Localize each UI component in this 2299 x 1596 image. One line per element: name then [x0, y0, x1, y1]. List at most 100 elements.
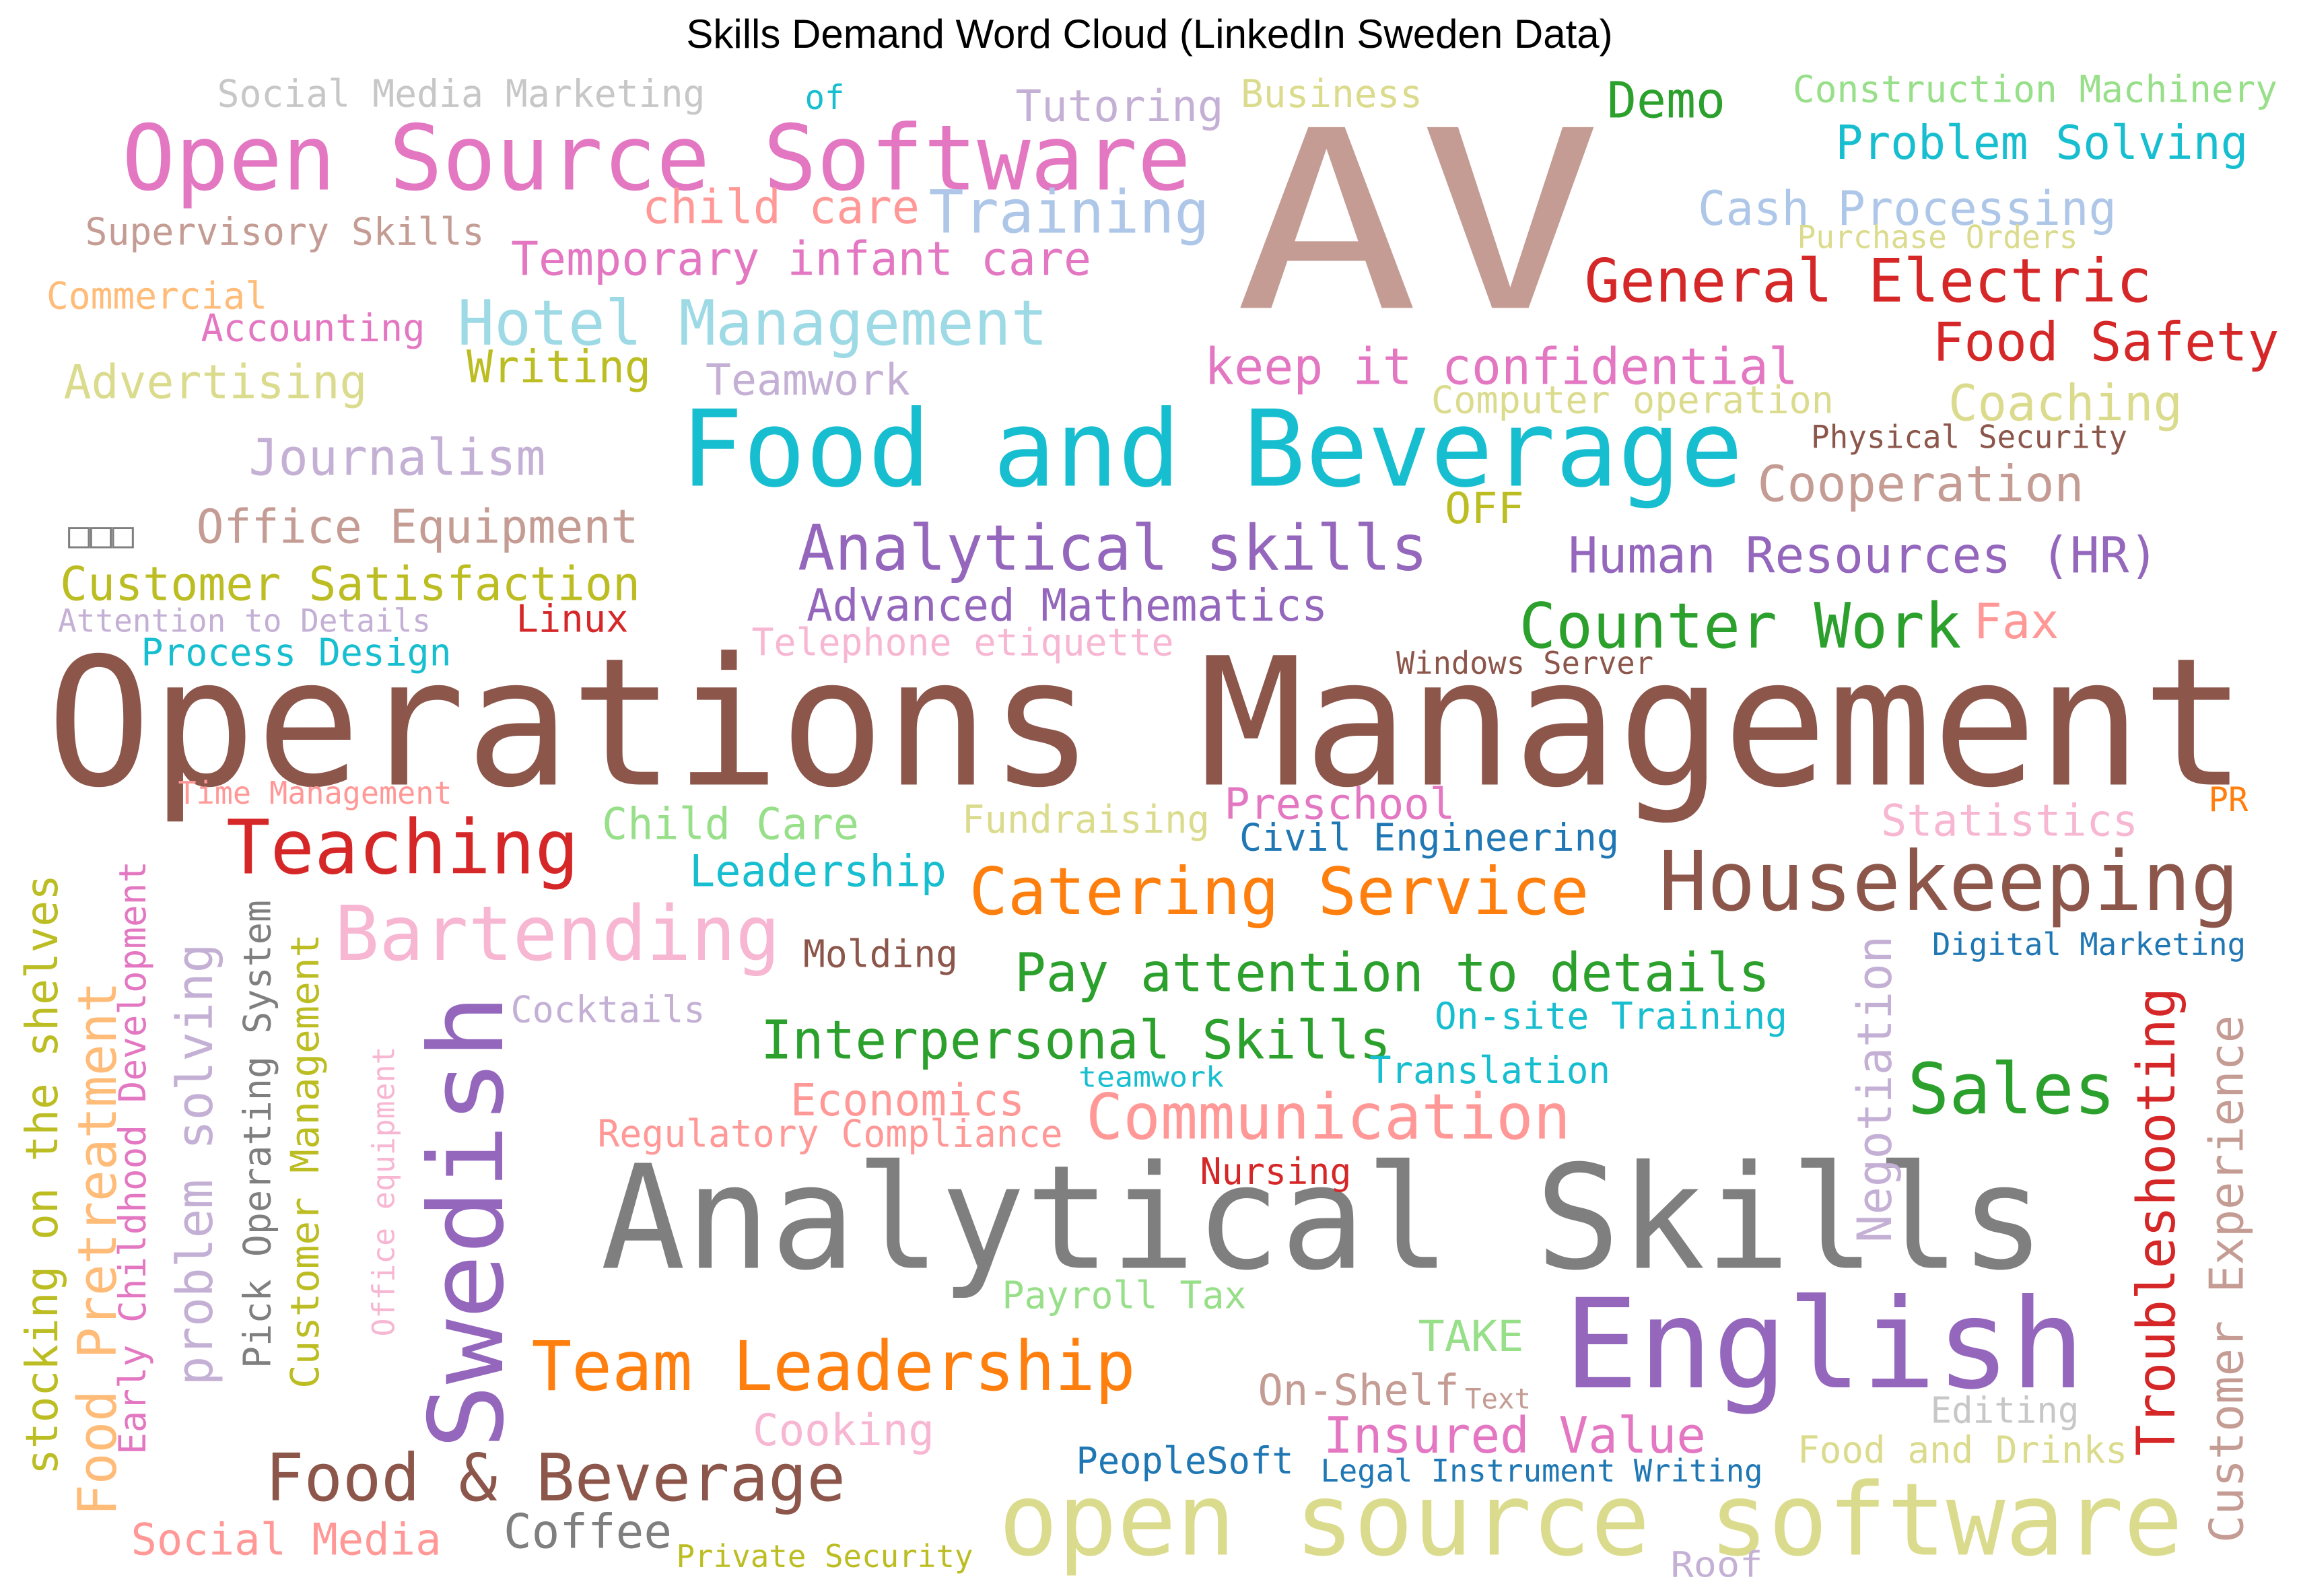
word-general-electric: General Electric: [1585, 246, 2152, 316]
word-teamwork: teamwork: [1078, 1061, 1224, 1094]
word-process-design: Process Design: [141, 631, 452, 675]
word-leadership: Leadership: [689, 847, 947, 897]
word-peoplesoft: PeopleSoft: [1076, 1439, 1294, 1482]
word-advertising: Advertising: [64, 355, 368, 410]
word-economics: Economics: [790, 1075, 1025, 1126]
word-food-safety: Food Safety: [1933, 311, 2279, 374]
word-sales: Sales: [1908, 1048, 2116, 1130]
word-open-source-software: Open Source Software: [122, 106, 1191, 211]
word-customer-satisfaction: Customer Satisfaction: [60, 557, 640, 612]
word-problem-solving: problem solving: [166, 944, 224, 1386]
word-child-care: child care: [642, 180, 920, 235]
word-physical-security: Physical Security: [1811, 419, 2127, 456]
word-tutoring: Tutoring: [1016, 81, 1224, 132]
word-linux: Linux: [516, 598, 629, 641]
word-food-and-beverage: Food and Beverage: [681, 388, 1743, 512]
word-open-source-software: open source software: [999, 1463, 2183, 1579]
word-human-resources-hr: Human Resources (HR): [1569, 526, 2159, 585]
word-private-security: Private Security: [677, 1539, 973, 1575]
word-keep-it-confidential: keep it confidential: [1204, 338, 1798, 396]
word-statistics: Statistics: [1881, 796, 2138, 847]
word-cocktails: Cocktails: [511, 989, 706, 1031]
word-training: Training: [929, 178, 1210, 247]
word-customer-management: Customer Management: [282, 934, 328, 1389]
word-temporary-infant-care: Temporary infant care: [511, 232, 1091, 287]
word-cooking: Cooking: [753, 1405, 934, 1456]
word-catering-service: Catering Service: [969, 854, 1589, 930]
word-bartending: Bartending: [335, 891, 780, 978]
word-supervisory-skills: Supervisory Skills: [85, 211, 485, 254]
word-troubleshooting: Troubleshooting: [2125, 987, 2187, 1456]
word-pr: PR: [2209, 780, 2249, 819]
word-food-beverage: Food & Beverage: [265, 1439, 846, 1516]
word-attention-to-details: Attention to Details: [58, 603, 431, 640]
word-commercial: Commercial: [46, 275, 267, 318]
word-problem-solving: Problem Solving: [1836, 116, 2249, 170]
word-telephone-etiquette: Telephone etiquette: [752, 621, 1174, 665]
word-interpersonal-skills: Interpersonal Skills: [761, 1009, 1391, 1072]
word-fax: Fax: [1974, 593, 2059, 650]
word-roof: Roof: [1671, 1545, 1763, 1586]
word-social-media: Social Media: [131, 1515, 442, 1566]
word-negotiation: Negotiation: [1847, 936, 1902, 1243]
word-pay-attention-to-details: Pay attention to details: [1015, 942, 1770, 1004]
word-coaching: Coaching: [1948, 376, 2183, 433]
word-customer-experience: Customer Experience: [2200, 1015, 2255, 1543]
word-office-equipment: Office equipment: [366, 1047, 402, 1337]
word-time-management: Time Management: [178, 775, 452, 811]
word-civil-engineering: Civil Engineering: [1239, 817, 1619, 860]
word-translation: Translation: [1369, 1049, 1610, 1092]
word-editing: Editing: [1931, 1389, 2080, 1432]
word-fundraising: Fundraising: [962, 798, 1210, 842]
word-text: Text: [1465, 1383, 1531, 1416]
word-windows-server: Windows Server: [1396, 645, 1653, 681]
word-journalism: Journalism: [249, 429, 546, 487]
word-computer-operation: Computer operation: [1431, 379, 1834, 423]
word-food-pretreatment: Food Pretreatment: [67, 981, 129, 1516]
word-cooperation: Cooperation: [1758, 456, 2084, 514]
word-take: TAKE: [1418, 1311, 1524, 1361]
word-food-and-drinks: Food and Drinks: [1797, 1429, 2127, 1472]
word-on-shelf: On-Shelf: [1258, 1365, 1460, 1415]
word-analytical-skills: Analytical Skills: [601, 1135, 2045, 1303]
word-teamwork: Teamwork: [706, 355, 910, 406]
word-on-site-training: On-site Training: [1435, 995, 1787, 1039]
word-preschool: Preschool: [1225, 779, 1455, 830]
word-coffee: Coffee: [504, 1504, 672, 1560]
word-advanced-mathematics: Advanced Mathematics: [807, 580, 1328, 631]
word-communication: Communication: [1086, 1081, 1571, 1154]
chart-title: Skills Demand Word Cloud (LinkedIn Swede…: [686, 11, 1613, 57]
word-legal-instrument-writing: Legal Instrument Writing: [1321, 1453, 1763, 1489]
word-pick-operating-system: Pick Operating System: [236, 900, 280, 1368]
word-analytical-skills: Analytical skills: [798, 512, 1428, 586]
word-early-childhood-development: Early Childhood Development: [112, 861, 155, 1455]
word-child-care: Child Care: [602, 800, 859, 850]
word-purchase-orders: Purchase Orders: [1797, 219, 2078, 256]
word-cash-processing: Cash Processing: [1698, 181, 2117, 236]
word-payroll-tax: Payroll Tax: [1002, 1274, 1247, 1318]
word-social-media-marketing: Social Media Marketing: [217, 73, 706, 116]
word-accounting: Accounting: [201, 307, 425, 351]
word-of: of: [805, 78, 845, 117]
word-counter-work: Counter Work: [1519, 590, 1962, 662]
word-teaching: Teaching: [226, 805, 579, 892]
word-regulatory-compliance: Regulatory Compliance: [598, 1113, 1063, 1156]
word-operations-management: Operations Management: [46, 621, 2246, 827]
word-hotel-management: Hotel Management: [458, 287, 1048, 359]
word-nursing: Nursing: [1200, 1150, 1352, 1193]
word-housekeeping: Housekeeping: [1659, 834, 2239, 930]
word-business: Business: [1241, 72, 1422, 116]
word-swedish: Swedish: [407, 994, 526, 1449]
word-digital-marketing: Digital Marketing: [1932, 926, 2246, 963]
word-construction-machinery: Construction Machinery: [1793, 68, 2277, 112]
word-glyph: □□□: [68, 515, 134, 556]
word-english: English: [1564, 1273, 2085, 1417]
word-writing: Writing: [467, 341, 651, 393]
word-av: AV: [1235, 78, 1602, 367]
word-demo: Demo: [1607, 73, 1725, 130]
word-office-equipment: Office Equipment: [197, 500, 639, 555]
word-stocking-on-the-shelves: stocking on the shelves: [17, 874, 68, 1475]
word-molding: Molding: [803, 933, 958, 977]
word-team-leadership: Team Leadership: [532, 1327, 1136, 1406]
